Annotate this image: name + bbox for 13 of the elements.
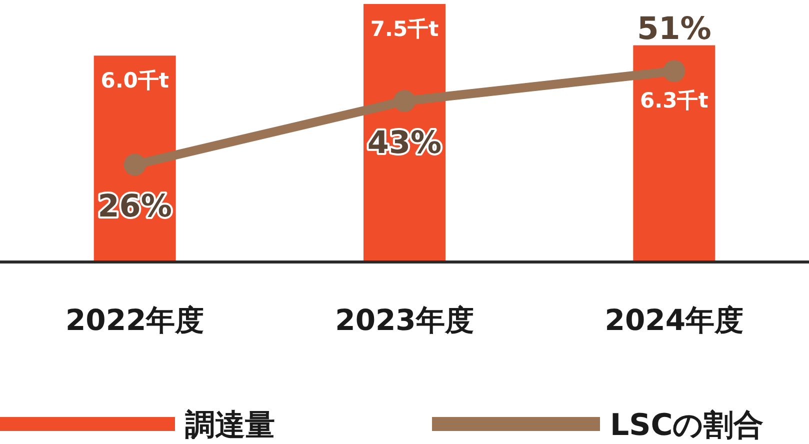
legend: 調達量 [0,408,275,443]
data-label: 43% [367,125,442,162]
legend: LSCの割合 [432,408,764,443]
data-label: 26% [98,188,172,225]
legend-label: 調達量 [185,408,275,443]
legend-label: LSCの割合 [610,408,764,443]
data-label: 6.3千t [640,88,708,112]
data-label: 6.0千t [100,68,169,93]
x-tick-label: 2023年度 [335,303,474,337]
x-tick-label: 2024年度 [604,303,744,337]
data-label: 51% [637,11,712,48]
x-tick-label: 2022年度 [65,303,204,337]
data-label: 7.5千t [370,17,439,41]
